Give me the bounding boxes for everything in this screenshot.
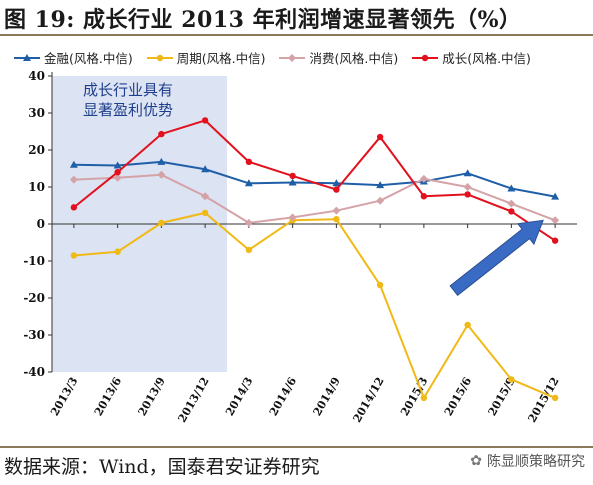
- data-point: [507, 184, 516, 192]
- data-point: [376, 181, 385, 189]
- series-line: [73, 119, 556, 242]
- data-point: [507, 199, 516, 208]
- source-note: 数据来源：Wind，国泰君安证券研究: [4, 456, 320, 478]
- x-tick-label: 2013/9: [136, 375, 168, 418]
- legend-item: 周期(风格.中信): [146, 48, 266, 67]
- data-point: [69, 160, 78, 168]
- x-tick-label: 2014/3: [223, 375, 255, 418]
- legend-label: 消费(风格.中信): [309, 51, 399, 66]
- legend-label: 成长(风格.中信): [442, 51, 531, 66]
- data-point: [333, 215, 340, 223]
- data-point: [376, 196, 385, 205]
- legend-swatch: [412, 54, 439, 61]
- data-point: [158, 130, 165, 138]
- data-point: [551, 216, 560, 225]
- data-point: [201, 192, 210, 201]
- data-point: [244, 179, 253, 187]
- data-point: [201, 165, 210, 173]
- data-point: [288, 213, 297, 222]
- legend-swatch: [279, 53, 306, 62]
- y-tick-label: 40: [28, 69, 45, 83]
- watermark-text: 陈显顺策略研究: [487, 454, 585, 470]
- legend-item: 成长(风格.中信): [412, 48, 531, 67]
- legend-item: 金融(风格.中信): [14, 48, 133, 67]
- data-point: [70, 204, 78, 211]
- highlight-annotation: 成长行业具有 显著盈利优势: [60, 80, 196, 120]
- y-tick-label: -40: [23, 365, 45, 379]
- series-line: [73, 211, 556, 399]
- y-tick-label: -30: [23, 328, 45, 342]
- data-point: [113, 173, 122, 182]
- data-point: [158, 219, 165, 227]
- x-tick-label: 2014/6: [267, 375, 300, 418]
- x-tick-label: 2013/12: [175, 375, 211, 425]
- data-point: [551, 394, 559, 402]
- y-tick-label: 0: [37, 217, 45, 231]
- data-point: [508, 376, 515, 383]
- wechat-icon: ✿: [470, 453, 482, 469]
- x-tick-label: 2013/3: [48, 375, 80, 418]
- data-point: [156, 54, 163, 61]
- data-point: [332, 206, 341, 215]
- top-rule: [0, 34, 593, 36]
- data-point: [463, 183, 472, 191]
- x-tick-label: 2015/6: [442, 375, 475, 418]
- data-point: [245, 246, 253, 254]
- x-tick-label: 2014/12: [350, 375, 386, 425]
- data-point: [464, 191, 471, 198]
- data-point: [289, 172, 296, 180]
- data-point: [113, 161, 122, 169]
- data-point: [333, 186, 340, 193]
- data-point: [114, 169, 121, 176]
- data-point: [157, 170, 166, 179]
- data-point: [69, 175, 78, 184]
- data-point: [23, 53, 31, 61]
- data-point: [376, 281, 384, 289]
- legend-swatch: [146, 54, 173, 61]
- highlight-line-2: 显著盈利优势: [82, 101, 173, 119]
- data-point: [288, 53, 297, 62]
- data-point: [245, 158, 253, 166]
- legend-swatch: [14, 53, 40, 61]
- figure-title: 图 19: 成长行业 2013 年利润增速显著领先（%）: [4, 7, 522, 33]
- data-point: [244, 218, 253, 227]
- x-tick-label: 2013/6: [92, 375, 125, 418]
- data-point: [376, 133, 384, 141]
- data-point: [201, 209, 209, 217]
- legend-label: 周期(风格.中信): [176, 51, 266, 66]
- x-tick-label: 2014/9: [311, 375, 343, 418]
- legend-item: 消费(风格.中信): [279, 48, 398, 67]
- data-point: [288, 178, 297, 186]
- data-point: [551, 237, 559, 244]
- legend-label: 金融(风格.中信): [44, 51, 133, 66]
- data-point: [463, 169, 472, 177]
- data-point: [157, 157, 166, 165]
- y-tick-label: 10: [28, 180, 45, 194]
- data-point: [114, 248, 121, 255]
- y-tick-label: -10: [23, 254, 45, 268]
- y-tick-label: 30: [28, 106, 45, 120]
- data-point: [464, 321, 471, 329]
- data-point: [419, 174, 428, 183]
- data-point: [70, 252, 78, 259]
- data-point: [551, 192, 560, 200]
- series-line: [73, 173, 556, 224]
- data-point: [420, 394, 428, 402]
- data-point: [201, 117, 209, 124]
- series-group: [70, 117, 559, 244]
- y-tick-label: 20: [28, 143, 45, 157]
- highlight-line-1: 成长行业具有: [82, 81, 173, 99]
- data-point: [422, 54, 429, 61]
- data-point: [332, 179, 341, 187]
- trend-arrow: [449, 219, 544, 297]
- data-point: [508, 208, 515, 215]
- series-group: [69, 170, 560, 227]
- data-point: [420, 193, 428, 200]
- bottom-rule: [0, 446, 593, 448]
- chart-legend: 金融(风格.中信) 周期(风格.中信) 消费(风格.中信) 成长(风格.中信): [14, 48, 531, 67]
- series-group: [70, 209, 559, 402]
- y-tick-label: -20: [23, 291, 45, 305]
- watermark: ✿ 陈显顺策略研究: [470, 451, 585, 471]
